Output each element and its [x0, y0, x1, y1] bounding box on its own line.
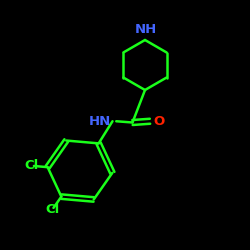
Text: NH: NH — [135, 23, 158, 36]
Text: Cl: Cl — [25, 159, 39, 172]
Text: O: O — [154, 115, 165, 128]
Text: Cl: Cl — [45, 203, 60, 216]
Text: HN: HN — [89, 115, 111, 128]
